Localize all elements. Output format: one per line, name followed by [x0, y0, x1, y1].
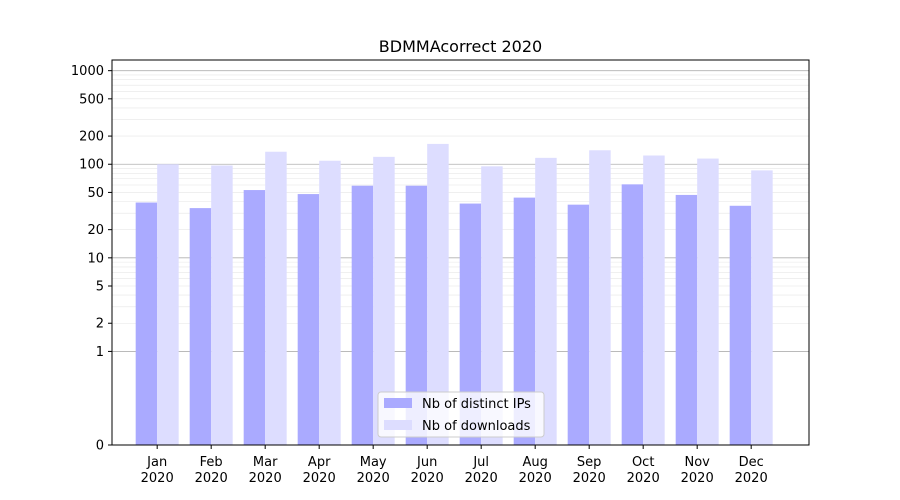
y-tick-label: 2 — [96, 317, 104, 332]
bar-downloads — [589, 150, 611, 445]
y-tick-label: 50 — [87, 186, 104, 201]
bar-downloads — [265, 151, 287, 445]
y-tick-label: 0 — [96, 439, 104, 454]
bar-downloads — [697, 158, 719, 445]
x-tick-label: Nov 2020 — [681, 455, 714, 486]
chart-title: BDMMAcorrect 2020 — [379, 37, 542, 56]
x-tick-label: Apr 2020 — [303, 455, 336, 486]
bar-distinct-ips — [729, 205, 752, 445]
y-tick-label: 200 — [79, 130, 104, 145]
x-tick-label: Oct 2020 — [627, 455, 660, 486]
y-tick-label: 100 — [79, 158, 104, 173]
bar-distinct-ips — [405, 185, 428, 445]
bar-distinct-ips — [675, 194, 698, 445]
legend-box — [377, 391, 545, 438]
bar-downloads — [535, 157, 557, 445]
x-tick-label: May 2020 — [357, 455, 390, 486]
bar-distinct-ips — [351, 185, 374, 445]
y-tick-label: 1000 — [71, 64, 104, 79]
legend-label-downloads: Nb of downloads — [422, 419, 531, 434]
legend-swatch-downloads — [384, 420, 412, 430]
bar-downloads — [157, 164, 179, 445]
legend: Nb of distinct IPs Nb of downloads — [377, 391, 545, 438]
bar-distinct-ips — [297, 194, 320, 445]
bar-distinct-ips — [135, 202, 158, 445]
bar-distinct-ips — [621, 184, 644, 445]
bar-downloads — [427, 143, 449, 445]
bar-downloads — [211, 165, 233, 446]
bar-distinct-ips — [459, 203, 482, 445]
x-tick-label: Jan 2020 — [141, 455, 174, 486]
x-tick-label: Dec 2020 — [735, 455, 768, 486]
x-tick-label: Feb 2020 — [195, 455, 228, 486]
bar-distinct-ips — [567, 204, 590, 445]
bar-downloads — [319, 160, 341, 446]
x-tick-label: Jul 2020 — [465, 455, 498, 486]
x-tick-label: Jun 2020 — [411, 455, 444, 486]
bar-distinct-ips — [189, 208, 212, 445]
x-tick-label: Sep 2020 — [573, 455, 606, 486]
x-tick-label: Mar 2020 — [249, 455, 282, 486]
bar-downloads — [373, 156, 395, 445]
y-tick-label: 5 — [96, 280, 104, 295]
x-axis: Jan 2020 Feb 2020 Mar 2020 Apr 2020 May 2020 Jun 20… — [141, 445, 768, 486]
x-tick-label: Aug 2020 — [519, 455, 552, 486]
bar-downloads — [481, 166, 503, 445]
y-tick-label: 10 — [87, 251, 104, 266]
bar-downloads — [751, 170, 773, 445]
bar-distinct-ips — [513, 197, 536, 445]
y-tick-label: 1 — [96, 345, 104, 360]
bar-distinct-ips — [243, 190, 266, 445]
y-tick-label: 20 — [87, 223, 104, 238]
plot-frame — [111, 59, 810, 446]
y-tick-label: 500 — [79, 92, 104, 107]
y-axis: 0 1 2 5 10 20 50 100 200 500 1000 — [71, 64, 112, 454]
legend-label-ips: Nb of distinct IPs — [422, 397, 531, 412]
bar-downloads — [643, 155, 665, 445]
legend-swatch-ips — [384, 398, 412, 408]
bars-layer — [135, 143, 773, 446]
